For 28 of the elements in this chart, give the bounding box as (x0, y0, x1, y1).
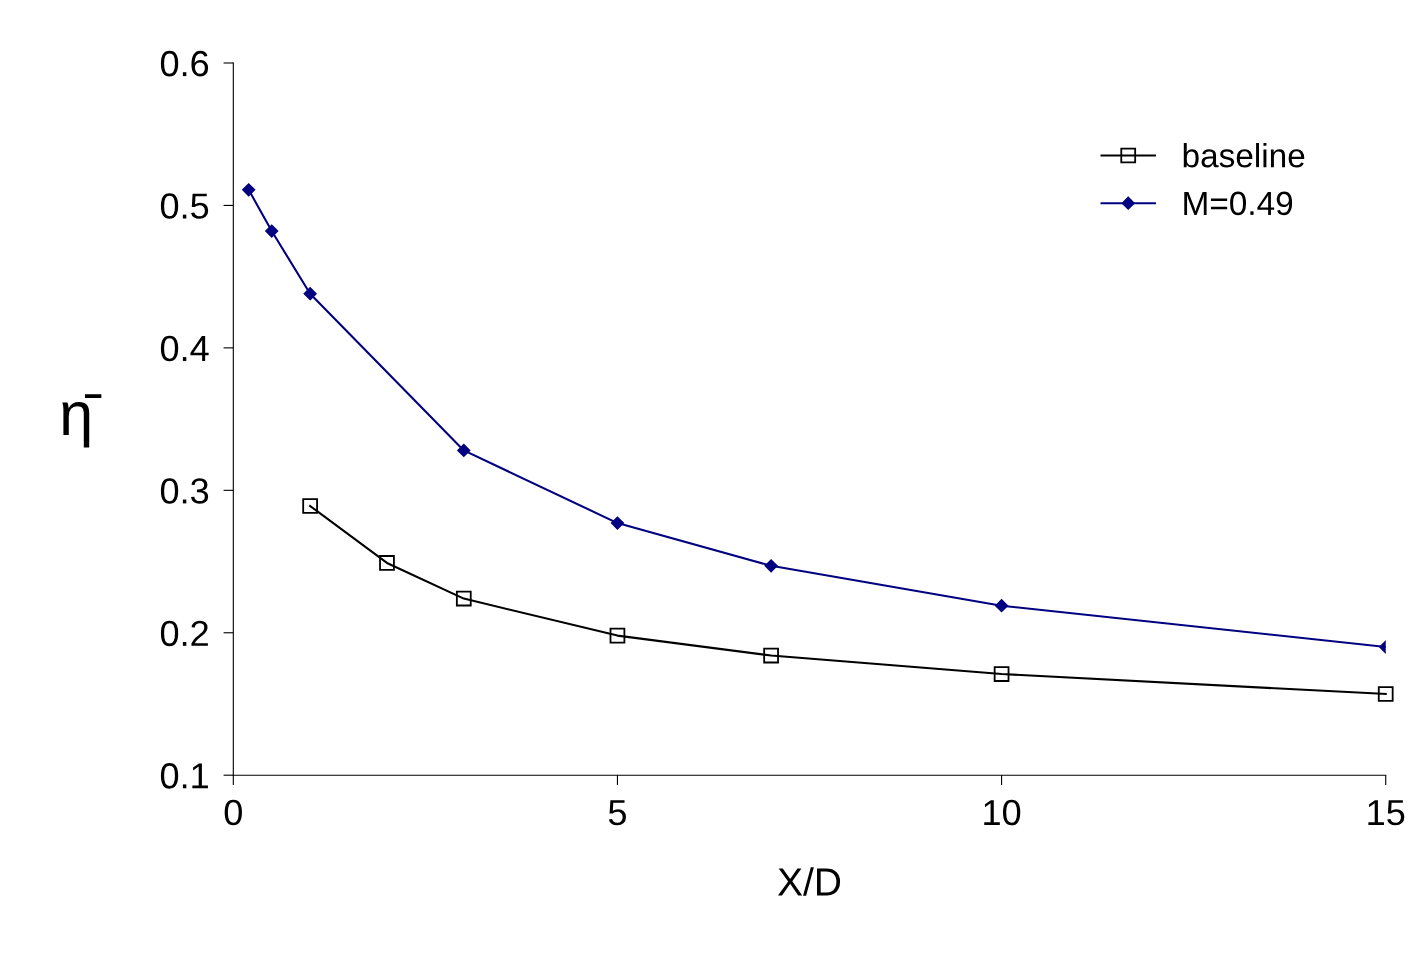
y-axis-title: η̄ (62, 394, 102, 448)
point (242, 183, 256, 197)
point (993, 666, 1010, 682)
point (457, 443, 471, 458)
y-tick-label: 0.1 (160, 763, 208, 789)
legend-label: baseline (1183, 142, 1305, 168)
y-tick-label: 0.3 (160, 478, 209, 504)
y-tick-label: 0.4 (160, 335, 209, 362)
point (1377, 686, 1394, 702)
y-tick-label: 0.5 (160, 193, 209, 219)
x-tick-label: 10 (984, 799, 1021, 826)
y-tick-label: 0.2 (160, 620, 208, 647)
point (455, 590, 472, 607)
point (764, 559, 778, 573)
point (994, 599, 1009, 613)
point (763, 647, 779, 664)
x-tick-label: 0 (224, 799, 242, 826)
point (265, 224, 279, 238)
x-tick-label: 5 (608, 800, 626, 826)
y-tick-label: 0.6 (160, 50, 209, 77)
x-axis-title: X/D (777, 867, 841, 896)
legend-label: M=0.49 (1184, 191, 1293, 216)
x-tick-label: 15 (1368, 800, 1405, 826)
point (610, 516, 625, 530)
point (379, 555, 395, 571)
point (302, 498, 318, 514)
point (609, 627, 626, 644)
point (303, 287, 317, 301)
